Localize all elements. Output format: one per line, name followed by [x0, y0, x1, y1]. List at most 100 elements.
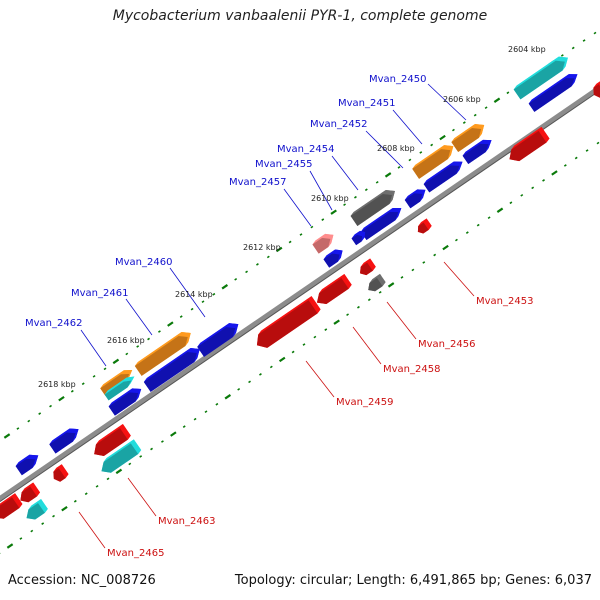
gene-left-cyan[interactable]: [26, 498, 48, 520]
lower-tick-mark: [496, 207, 504, 213]
gene-right-rev-1[interactable]: [509, 126, 550, 162]
lower-tick-mark: [454, 238, 458, 242]
leader-mvan-2451: [392, 109, 423, 145]
gene-mvan-2461-cds[interactable]: [143, 348, 200, 392]
gene-left-cds-2[interactable]: [15, 454, 39, 476]
gene-label-mvan-2461[interactable]: Mvan_2461: [71, 288, 128, 299]
lower-tick-mark: [61, 505, 68, 512]
gene-label-mvan-2457[interactable]: Mvan_2457: [229, 177, 286, 188]
gene-mvan-2452-cds[interactable]: [423, 161, 463, 193]
gene-left-rev-2[interactable]: [0, 493, 23, 519]
gene-mvan-2450-cyan[interactable]: [513, 56, 568, 100]
upper-tick-mark: [593, 31, 597, 35]
upper-tick-mark: [147, 337, 150, 341]
gene-label-mvan-2451[interactable]: Mvan_2451: [338, 98, 395, 109]
lower-tick-mark: [356, 305, 360, 309]
gene-mvan-2463-rev[interactable]: [94, 424, 131, 456]
lower-tick-mark: [313, 335, 317, 339]
gene-mvan-2457-cds[interactable]: [351, 230, 366, 246]
gene-mvan-2450-cds[interactable]: [528, 74, 578, 112]
gene-label-mvan-2454[interactable]: Mvan_2454: [277, 144, 334, 155]
gene-mvan-2457-pink[interactable]: [312, 233, 334, 254]
leader-mvan-2465: [78, 511, 106, 549]
gene-mvan-2455-cds[interactable]: [360, 207, 402, 240]
lower-tick-mark: [302, 343, 306, 346]
upper-tick-mark: [353, 195, 357, 199]
upper-tick-mark: [321, 218, 325, 221]
gene-mvan-2456-rev[interactable]: [360, 258, 376, 276]
lower-tick-mark: [52, 514, 55, 518]
upper-tick-mark: [384, 172, 392, 178]
upper-tick-mark: [343, 203, 346, 207]
gene-mvan-2454-cds[interactable]: [404, 189, 426, 209]
gene-mvan-2459-rev[interactable]: [256, 296, 321, 348]
gene-mvan-2465-rev[interactable]: [53, 464, 69, 482]
upper-tick-mark: [136, 345, 140, 348]
lower-tick-mark: [193, 417, 197, 421]
gene-label-mvan-2453[interactable]: Mvan_2453: [476, 296, 533, 307]
gene-mvan-2462-cds[interactable]: [108, 388, 142, 416]
leader-mvan-2459: [305, 360, 335, 398]
gene-label-mvan-2460[interactable]: Mvan_2460: [115, 257, 172, 268]
leader-mvan-2461: [125, 298, 153, 336]
gene-label-mvan-2452[interactable]: Mvan_2452: [310, 119, 367, 130]
lower-tick-mark: [563, 164, 567, 167]
gene-mvan-2462-cyan[interactable]: [104, 376, 135, 401]
gene-label-mvan-2465[interactable]: Mvan_2465: [107, 548, 164, 559]
upper-tick-mark: [288, 240, 292, 244]
upper-tick-mark: [375, 180, 379, 184]
gene-right-rev-2[interactable]: [593, 80, 600, 98]
gene-mvan-2463-cyan[interactable]: [101, 439, 142, 473]
scale-label-2604: 2604 kbp: [508, 45, 546, 54]
gene-label-mvan-2462[interactable]: Mvan_2462: [25, 318, 82, 329]
upper-tick-mark: [201, 300, 205, 304]
gene-label-mvan-2459[interactable]: Mvan_2459: [336, 397, 393, 408]
gene-label-mvan-2458[interactable]: Mvan_2458: [383, 364, 440, 375]
gene-mvan-2456-gray[interactable]: [368, 273, 386, 292]
lower-tick-mark: [324, 328, 328, 331]
gene-mvan-2452-orange[interactable]: [412, 145, 454, 179]
gene-mvan-2458-rev[interactable]: [316, 274, 352, 305]
upper-tick-mark: [221, 284, 229, 290]
gene-left-rev-1[interactable]: [20, 482, 40, 503]
gene-label-mvan-2455[interactable]: Mvan_2455: [255, 159, 312, 170]
upper-tick-mark: [560, 54, 564, 57]
gene-label-mvan-2463[interactable]: Mvan_2463: [158, 516, 215, 527]
lower-tick-mark: [150, 447, 153, 451]
gene-label-mvan-2456[interactable]: Mvan_2456: [418, 339, 475, 350]
upper-tick-mark: [310, 225, 314, 229]
gene-mvan-2451-cds[interactable]: [462, 139, 492, 165]
lower-tick-mark: [422, 261, 426, 264]
upper-tick-mark: [58, 395, 65, 402]
upper-tick-mark: [3, 433, 11, 439]
gene-mvan-2461-orange[interactable]: [134, 332, 191, 376]
lower-tick-mark: [291, 350, 295, 354]
lower-tick-mark: [204, 410, 208, 414]
upper-tick-mark: [103, 367, 107, 371]
gene-mvan-2455-gray[interactable]: [350, 190, 395, 226]
scale-label-2612: 2612 kbp: [243, 243, 281, 252]
upper-tick-mark: [179, 315, 183, 318]
upper-tick-mark: [190, 307, 194, 311]
lower-tick-mark: [269, 365, 273, 369]
leader-mvan-2457: [283, 188, 312, 227]
lower-tick-mark: [387, 282, 395, 288]
lower-tick-mark: [465, 231, 469, 234]
lower-tick-mark: [128, 462, 132, 466]
lower-tick-mark: [487, 216, 491, 220]
lower-tick-mark: [531, 186, 535, 190]
gene-mvan-2460-cds[interactable]: [323, 249, 343, 268]
scale-label-2610: 2610 kbp: [311, 194, 349, 203]
leader-mvan-2463: [127, 477, 157, 517]
upper-tick-mark: [451, 128, 455, 132]
gene-mvan-2451-orange[interactable]: [451, 123, 485, 152]
upper-tick-mark: [419, 151, 423, 154]
gene-mvan-2460b-cds[interactable]: [197, 323, 239, 357]
gene-left-cds-1[interactable]: [49, 428, 79, 454]
upper-tick-mark: [493, 97, 501, 103]
scale-label-2608: 2608 kbp: [377, 144, 415, 153]
gene-label-mvan-2450[interactable]: Mvan_2450: [369, 74, 426, 85]
accession-text: Accession: NC_008726: [8, 573, 156, 588]
gene-mvan-2453-rev[interactable]: [417, 218, 432, 234]
lower-tick-mark: [442, 244, 449, 251]
